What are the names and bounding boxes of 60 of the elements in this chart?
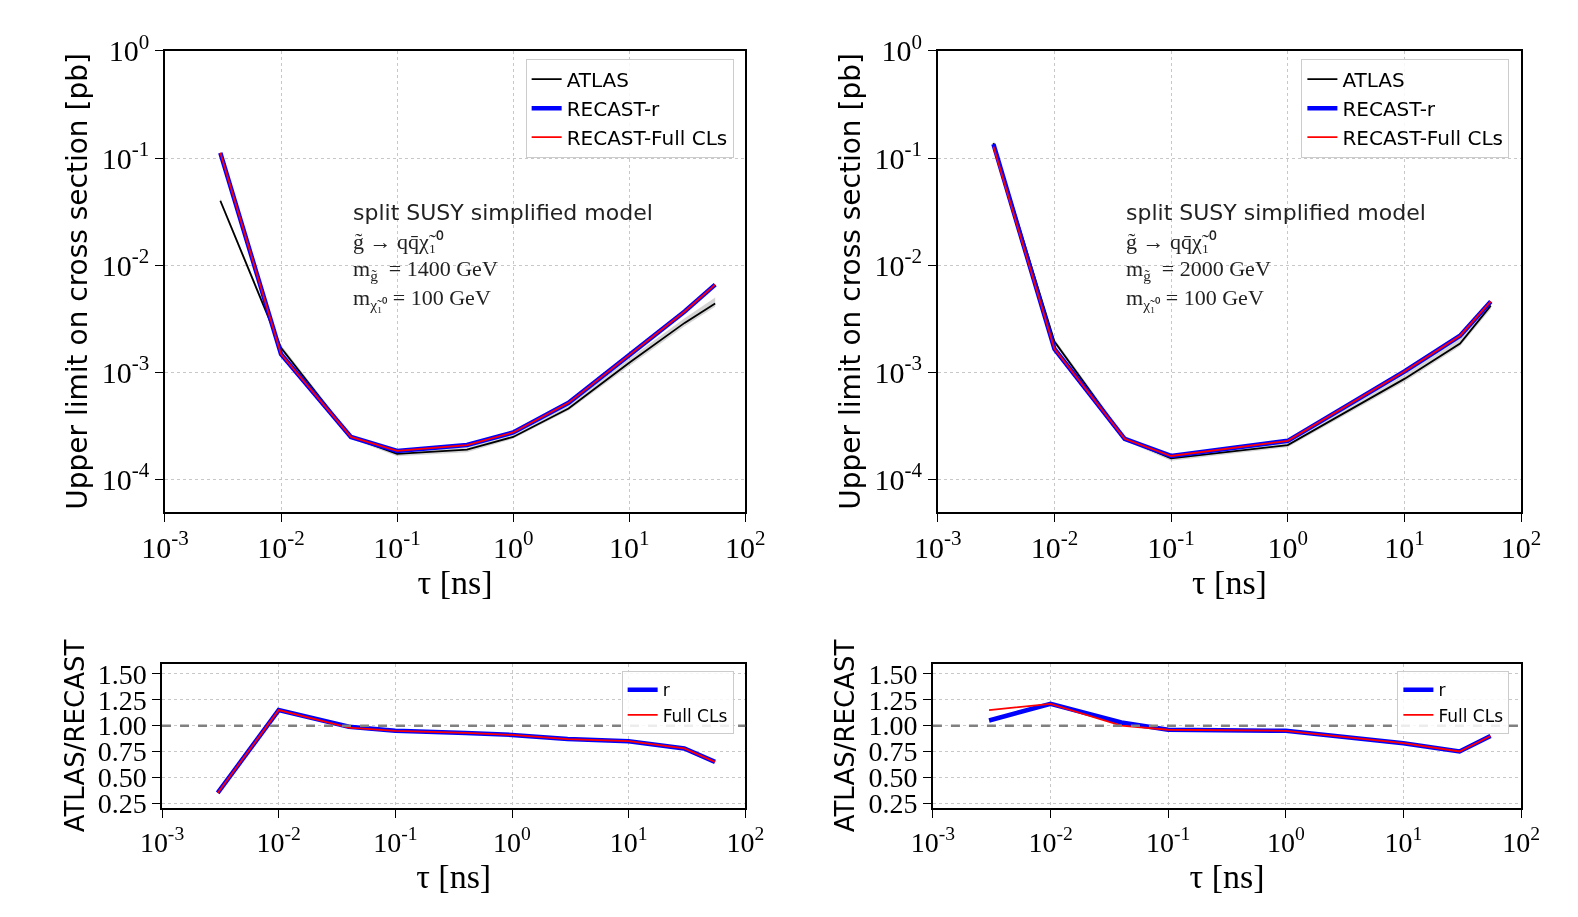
annotation: g̃ → qq̄χ̃₁⁰	[353, 229, 445, 254]
y-tick-label: 10$^{-4}$	[101, 458, 150, 497]
x-tick-label: 10$^{0}$	[1266, 823, 1305, 858]
x-tick-label: 10$^{-1}$	[373, 525, 421, 564]
x-tick-label: 10$^{-1}$	[1147, 525, 1195, 564]
legend-label: ATLAS	[1342, 67, 1405, 92]
x-tick-label: 10$^{2}$	[1500, 525, 1542, 564]
x-tick-label: 10$^{1}$	[608, 525, 650, 564]
x-tick-label: 10$^{0}$	[492, 525, 534, 564]
y-tick-label: 10$^{-4}$	[874, 458, 923, 497]
x-tick-label: 10$^{0}$	[1267, 525, 1308, 564]
legend-label: r	[1438, 680, 1446, 701]
x-tick-label: 10$^{-3}$	[139, 823, 185, 858]
x-tick-label: 10$^{1}$	[1384, 823, 1423, 858]
y-axis-title: ATLAS/RECAST	[830, 639, 861, 833]
y-tick-label: 10$^{-2}$	[874, 244, 923, 282]
annotation: m$_{χ̃₁⁰}$ = 100 GeV	[1126, 285, 1264, 313]
x-tick-label: 10$^{2}$	[1502, 823, 1540, 858]
y-tick-label: 10$^{-1}$	[874, 137, 923, 175]
x-tick-label: 10$^{-3}$	[910, 823, 956, 858]
annotation: split SUSY simplified model	[1126, 200, 1426, 225]
x-tick-label: 10$^{-2}$	[1028, 823, 1073, 858]
annotation: g̃ → qq̄χ̃₁⁰	[1126, 229, 1218, 254]
y-tick-label: 10$^{-3}$	[874, 351, 923, 389]
annotation: split SUSY simplified model	[353, 200, 653, 225]
x-tick-label: 10$^{-2}$	[1030, 525, 1079, 564]
x-axis-title: τ [ns]	[1191, 563, 1267, 601]
y-tick-label: 10$^{0}$	[881, 29, 923, 68]
x-tick-label: 10$^{-2}$	[256, 823, 301, 858]
x-tick-label: 10$^{0}$	[493, 823, 532, 858]
x-axis-title: τ [ns]	[417, 563, 493, 601]
legend-label: RECAST-r	[566, 96, 661, 121]
annotation: m$_{g̃}$ = 2000 GeV	[1126, 256, 1271, 284]
legend-label: Full CLs	[662, 705, 728, 726]
x-tick-label: 10$^{2}$	[725, 525, 766, 564]
x-axis-title: τ [ns]	[416, 857, 492, 895]
y-axis-title: Upper limit on cross section [pb]	[60, 53, 94, 510]
x-tick-label: 10$^{-3}$	[914, 525, 962, 564]
legend-label: ATLAS	[566, 67, 629, 92]
annotation: m$_{g̃}$ = 1400 GeV	[353, 256, 498, 284]
legend-label: RECAST-Full CLs	[1342, 125, 1503, 150]
y-tick-label: 10$^{-1}$	[101, 137, 150, 175]
x-tick-label: 10$^{-2}$	[257, 525, 305, 564]
legend-label: r	[662, 680, 670, 701]
legend-label: RECAST-Full CLs	[566, 125, 728, 150]
y-tick-label: 10$^{-2}$	[101, 244, 150, 282]
x-tick-label: 10$^{-1}$	[1146, 823, 1191, 858]
x-tick-label: 10$^{2}$	[726, 823, 765, 858]
y-axis-title: Upper limit on cross section [pb]	[833, 53, 867, 510]
x-tick-label: 10$^{1}$	[1384, 525, 1425, 564]
x-tick-label: 10$^{1}$	[609, 823, 648, 858]
x-axis-title: τ [ns]	[1189, 857, 1265, 895]
y-tick-label: 10$^{0}$	[108, 29, 150, 68]
y-axis-title: ATLAS/RECAST	[59, 639, 90, 833]
legend-label: RECAST-r	[1342, 96, 1436, 121]
annotation: m$_{χ̃₁⁰}$ = 100 GeV	[353, 285, 491, 313]
x-tick-label: 10$^{-3}$	[141, 525, 189, 564]
y-tick-label: 10$^{-3}$	[101, 351, 150, 389]
legend-label: Full CLs	[1438, 705, 1504, 726]
x-tick-label: 10$^{-1}$	[373, 823, 418, 858]
